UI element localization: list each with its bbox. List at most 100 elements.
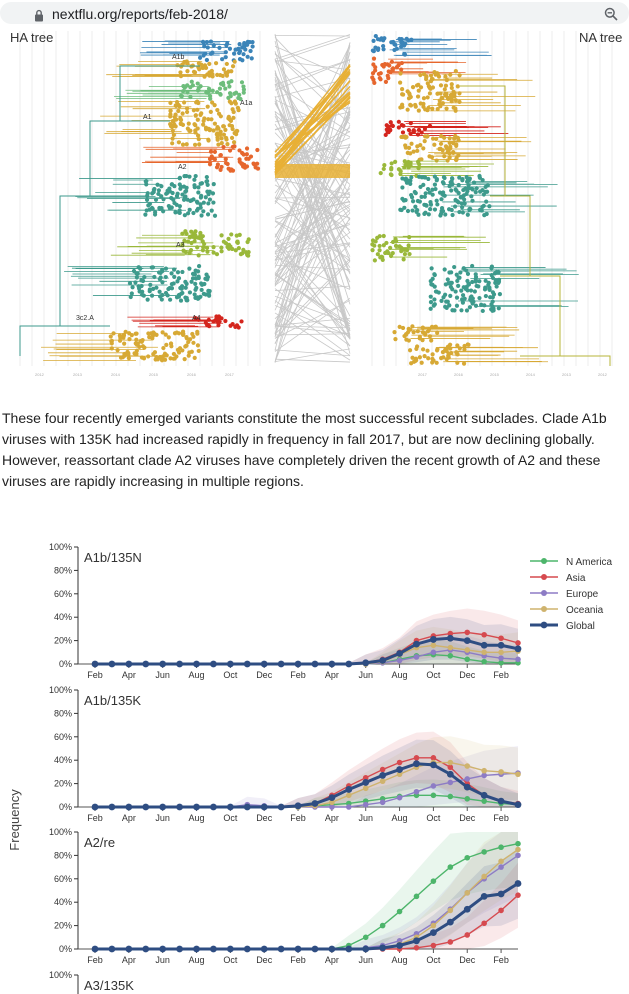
na-tip: [442, 87, 447, 92]
ha-tip: [219, 245, 224, 250]
tangle-line: [274, 173, 351, 274]
na-tip: [426, 212, 431, 217]
ha-tip: [118, 335, 123, 341]
ha-tip: [189, 79, 194, 84]
ha-tip: [197, 55, 203, 60]
ha-tip: [175, 347, 181, 352]
ha-tip: [239, 80, 245, 85]
na-tip: [442, 267, 447, 272]
legend-label: Oceania: [566, 605, 604, 616]
x-tick-label: Feb: [493, 670, 509, 680]
na-tip: [428, 306, 433, 311]
data-point: [430, 755, 437, 761]
ha-tip: [207, 189, 212, 194]
ha-tip: [199, 287, 204, 293]
tangle-line: [274, 34, 351, 37]
na-tip: [435, 106, 440, 112]
ha-tip: [186, 239, 191, 244]
ha-tip: [204, 39, 209, 45]
tangle-line: [274, 274, 351, 327]
na-tip: [393, 159, 398, 164]
data-point: [498, 844, 504, 851]
data-point: [430, 929, 437, 937]
data-point: [396, 942, 403, 949]
tangle-line: [274, 358, 351, 363]
ha-tip: [178, 298, 184, 303]
ha-tip: [163, 332, 168, 337]
na-tip: [483, 278, 488, 283]
ha-tip: [185, 298, 190, 303]
na-tip: [410, 355, 415, 360]
clade-label: A1a: [240, 100, 253, 107]
na-tip: [452, 91, 457, 96]
ha-tip: [205, 212, 211, 217]
na-tip: [379, 254, 384, 259]
ha-tip: [229, 232, 234, 237]
ha-tip: [208, 109, 213, 114]
ha-tip: [244, 146, 250, 151]
ha-tip: [174, 330, 179, 335]
na-tip: [427, 91, 433, 96]
tangle-line: [274, 45, 351, 80]
data-point: [260, 803, 268, 811]
ha-tip: [175, 279, 180, 284]
na-tip: [405, 330, 411, 335]
ha-tip: [207, 197, 213, 202]
data-point: [362, 934, 369, 941]
na-tip: [455, 360, 460, 365]
data-point: [210, 945, 217, 953]
data-point: [311, 800, 319, 807]
zoom-out-icon[interactable]: [604, 7, 618, 21]
na-tip: [443, 74, 448, 79]
na-tip: [455, 343, 460, 348]
na-tip: [452, 264, 457, 270]
na-tip: [460, 297, 465, 302]
na-tip: [399, 60, 404, 66]
ha-tip: [230, 64, 236, 69]
ha-tip: [185, 211, 191, 216]
na-tip: [450, 181, 455, 187]
tangle-line: [274, 242, 351, 254]
na-tip: [453, 98, 458, 103]
ha-tip: [187, 337, 193, 342]
tangle-band: [275, 164, 350, 178]
ha-tip: [192, 183, 197, 188]
data-point: [514, 880, 522, 887]
ha-tip: [170, 128, 175, 134]
ha-tip: [108, 334, 113, 339]
ha-tip: [168, 100, 173, 105]
na-tip: [449, 82, 454, 87]
ha-tip: [182, 195, 188, 200]
data-point: [311, 945, 319, 953]
data-point: [497, 797, 505, 805]
ha-tip: [143, 212, 148, 217]
ha-tip: [210, 100, 215, 105]
na-tip: [388, 128, 393, 133]
tangle-line: [274, 192, 351, 218]
x-tick-label: Aug: [189, 670, 205, 680]
ha-tip: [193, 235, 198, 240]
na-tip: [390, 68, 395, 73]
ha-tip: [123, 329, 128, 334]
x-tick-label: Dec: [256, 813, 273, 823]
address-bar[interactable]: nextflu.org/reports/feb-2018/: [0, 2, 629, 24]
data-point: [345, 786, 353, 793]
data-point: [345, 660, 353, 668]
na-tip: [456, 283, 461, 289]
tangle-line: [274, 325, 351, 334]
na-tip: [413, 204, 418, 209]
ha-tip: [216, 142, 221, 147]
ha-tip: [250, 40, 255, 45]
na-tip: [381, 47, 386, 52]
clade-label: A4: [192, 315, 201, 322]
na-tip: [459, 201, 464, 206]
legend-swatch-dot: [541, 606, 547, 612]
na-tip: [410, 85, 416, 90]
ha-tip: [230, 246, 235, 252]
na-tip: [418, 72, 423, 78]
ha-tip: [173, 124, 178, 129]
na-tip: [393, 239, 399, 244]
url-text[interactable]: nextflu.org/reports/feb-2018/: [52, 6, 228, 22]
series-band: [95, 746, 518, 807]
data-point: [464, 932, 471, 938]
